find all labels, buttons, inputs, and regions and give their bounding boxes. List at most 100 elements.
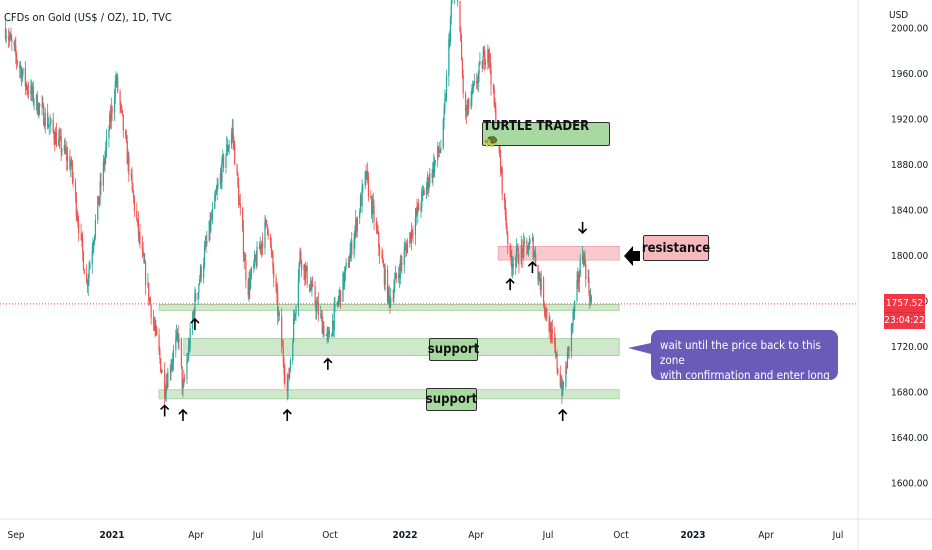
candle-body [270, 245, 272, 252]
candle-body [337, 301, 339, 303]
candle [416, 198, 418, 216]
candle [153, 316, 155, 332]
candle [506, 222, 508, 236]
candle [386, 265, 389, 305]
candle-body [398, 274, 401, 279]
candle-body [572, 311, 574, 325]
candle-body [332, 320, 335, 330]
candle-body [382, 262, 385, 267]
up-arrow-head [323, 357, 333, 364]
candle [98, 196, 100, 208]
candle [9, 32, 11, 42]
candle-body [532, 237, 534, 258]
candle [420, 201, 422, 219]
candle-body [261, 241, 263, 250]
candle-body [429, 173, 431, 184]
candle-body [41, 104, 43, 107]
candle [181, 366, 183, 395]
candle-body [33, 101, 35, 103]
candle [540, 270, 542, 298]
candle-body [442, 119, 444, 148]
candle [589, 288, 592, 307]
candle-body [327, 332, 329, 334]
candle-body [507, 233, 509, 245]
candle [356, 216, 358, 238]
candle [47, 116, 50, 129]
support-label-lower[interactable]: support [426, 388, 477, 411]
candle [255, 250, 257, 270]
candle-body [222, 155, 224, 159]
candle-body [518, 262, 520, 265]
candle-body [92, 246, 94, 251]
turtle-trader-label[interactable]: TURTLE TRADER 🐢 [482, 119, 610, 149]
candle-body [66, 155, 69, 162]
support-label-upper[interactable]: support [428, 338, 479, 361]
candle [183, 370, 185, 388]
candle-body [261, 241, 264, 248]
candle [209, 211, 211, 241]
candle [343, 266, 346, 290]
candle [177, 325, 179, 349]
candle [523, 232, 525, 260]
candle-body [111, 107, 113, 113]
candle-body [522, 248, 524, 258]
candle-body [72, 177, 74, 182]
candle-body [387, 287, 389, 302]
candle [355, 216, 358, 237]
bar-countdown: 23:04:22 [884, 312, 925, 329]
candle-body [226, 144, 229, 152]
candle [345, 258, 347, 270]
candle-body [338, 296, 340, 302]
candle-body [516, 247, 518, 248]
candle [8, 28, 10, 48]
candle [484, 58, 487, 70]
candle-body [205, 242, 207, 244]
candle-body [8, 38, 11, 41]
candle-body [443, 109, 445, 120]
candle-body [208, 220, 210, 241]
candle [332, 313, 334, 337]
candle-body [148, 298, 151, 302]
candle-body [367, 177, 370, 197]
resistance-label[interactable]: resistance [642, 235, 710, 261]
candle-body [127, 155, 129, 165]
candle [462, 69, 464, 99]
candle [205, 235, 207, 253]
callout-note[interactable]: wait until the price back to this zone w… [651, 330, 838, 382]
candle [461, 57, 463, 79]
candle-body [203, 249, 206, 265]
candle [105, 141, 107, 165]
candle-body [472, 87, 474, 89]
candle [16, 59, 18, 68]
candle [450, 0, 452, 25]
candle-body [26, 84, 28, 91]
candle [203, 258, 205, 284]
candle [238, 195, 241, 205]
candle-body [283, 362, 285, 375]
candle-body [114, 81, 116, 99]
candle [376, 221, 378, 234]
candle-body [448, 39, 450, 77]
candle-body [180, 338, 182, 367]
candle [366, 170, 368, 181]
candle [20, 65, 22, 87]
candle-body [359, 196, 362, 213]
time-tick-label: Oct [613, 530, 629, 541]
candle [476, 72, 478, 89]
candle-body [152, 318, 155, 324]
candle [250, 268, 252, 291]
candle [507, 230, 509, 255]
candle [109, 110, 111, 132]
candle [566, 347, 569, 369]
candle-body [306, 265, 308, 285]
candle-body [232, 127, 234, 140]
candle [548, 312, 550, 339]
candle [410, 232, 412, 244]
candle-body [490, 70, 492, 86]
candle-body [250, 276, 252, 289]
candle [571, 323, 573, 335]
candle-body [353, 239, 355, 256]
candle-body [550, 329, 553, 342]
candle [390, 287, 392, 309]
